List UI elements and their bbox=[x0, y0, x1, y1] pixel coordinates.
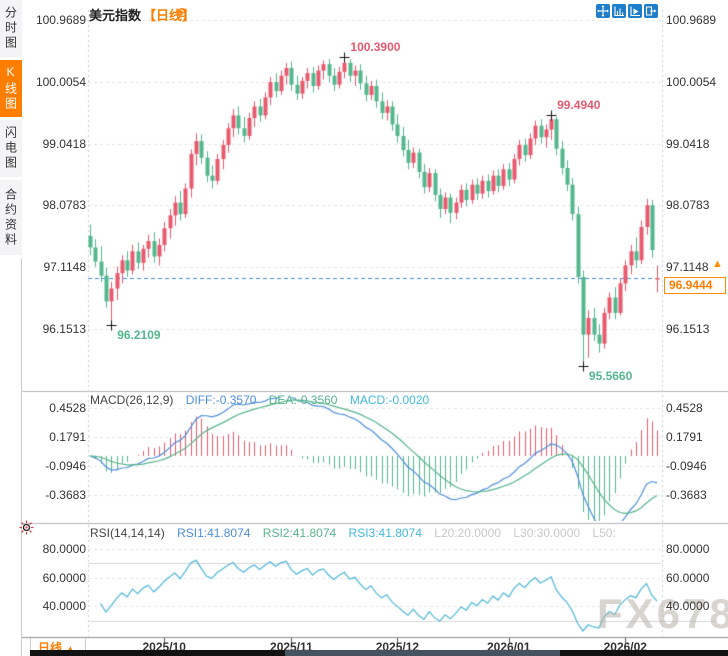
price-axis-label-left: 100.0054 bbox=[35, 75, 86, 89]
fit-y-axis-icon[interactable] bbox=[612, 4, 626, 18]
price-axis-label-right: 96.1513 bbox=[666, 322, 710, 336]
price-annotation-high: 100.3900 bbox=[350, 40, 401, 55]
price-axis-label-right: 99.0418 bbox=[666, 137, 710, 151]
watermark: FX678 bbox=[597, 590, 728, 637]
rsi-l20-label: L20:20.0000 bbox=[434, 526, 501, 540]
current-price-box: 96.9444 bbox=[664, 277, 726, 294]
sidebar: 分时图 K线图 闪电图 合约资料 bbox=[0, 0, 22, 656]
sidebar-item-flash-chart[interactable]: 闪电图 bbox=[0, 120, 22, 180]
pan-icon[interactable] bbox=[596, 4, 610, 18]
macd-axis-label-left: -0.0946 bbox=[45, 459, 86, 473]
rsi3-value: RSI3:41.8074 bbox=[348, 526, 422, 540]
rsi-header: RSI(14,14,14) RSI1:41.8074 RSI2:41.8074 … bbox=[90, 526, 625, 540]
macd-header: MACD(26,12,9) DIFF:-0.3570 DEA:-0.3560 M… bbox=[90, 393, 438, 407]
rsi-axis-label-right: 40.0000 bbox=[666, 599, 710, 613]
macd-axis-label-left: 0.1791 bbox=[49, 430, 86, 444]
rsi-l50-label: L50: bbox=[592, 526, 616, 540]
period-tag: 【日线】 bbox=[143, 8, 196, 23]
sidebar-item-candle-chart[interactable]: K线图 bbox=[0, 60, 22, 120]
sun-icon[interactable] bbox=[19, 520, 34, 540]
scrollbar[interactable] bbox=[30, 650, 728, 656]
price-axis-label-right: 100.0054 bbox=[666, 75, 717, 89]
price-annotation-low: 95.5660 bbox=[588, 369, 633, 384]
macd-value: MACD:-0.0020 bbox=[349, 393, 430, 407]
price-annotation-high: 99.4940 bbox=[557, 97, 601, 112]
macd-axis-label-right: 0.4528 bbox=[666, 401, 703, 415]
macd-dea-value: DEA:-0.3560 bbox=[268, 393, 338, 407]
macd-axis-label-right: 0.1791 bbox=[666, 430, 703, 444]
exit-chart-icon[interactable] bbox=[644, 4, 658, 18]
add-indicator-icon[interactable]: ⊕ bbox=[176, 4, 188, 20]
rsi-axis-label-right: 60.0000 bbox=[666, 571, 710, 585]
price-axis-label-right: 98.0783 bbox=[666, 198, 710, 212]
price-axis-label-left: 97.1148 bbox=[43, 260, 87, 274]
chart-title: 美元指数 【日线】 bbox=[89, 5, 195, 24]
macd-axis-label-right: -0.0946 bbox=[666, 459, 707, 473]
rsi-axis-label-left: 80.0000 bbox=[42, 542, 86, 556]
macd-name: MACD(26,12,9) bbox=[90, 393, 174, 407]
scale-y-axis-icon[interactable] bbox=[628, 4, 642, 18]
macd-axis-label-left: -0.3683 bbox=[45, 488, 86, 502]
sidebar-item-timeline-chart[interactable]: 分时图 bbox=[0, 0, 22, 60]
axis-separator-left bbox=[30, 638, 31, 652]
sidebar-item-contract-info[interactable]: 合约资料 bbox=[0, 180, 22, 258]
price-axis-label-left: 99.0418 bbox=[42, 137, 86, 151]
axis-separator-right bbox=[85, 638, 86, 652]
rsi2-value: RSI2:41.8074 bbox=[262, 526, 337, 540]
macd-axis-label-left: 0.4528 bbox=[49, 401, 86, 415]
symbol-name: 美元指数 bbox=[89, 8, 142, 23]
price-axis-label-right: 100.9689 bbox=[666, 13, 717, 27]
price-axis-label-left: 96.1513 bbox=[42, 322, 86, 336]
price-up-arrow-icon: ▲ bbox=[712, 258, 723, 270]
chart-toolbar bbox=[596, 4, 658, 18]
price-axis-label-left: 98.0783 bbox=[42, 198, 86, 212]
rsi-l30-label: L30:30.0000 bbox=[513, 526, 581, 540]
macd-diff-value: DIFF:-0.3570 bbox=[185, 393, 257, 407]
price-annotation-low: 96.2109 bbox=[117, 327, 161, 342]
rsi-axis-label-left: 60.0000 bbox=[42, 571, 86, 585]
macd-axis-label-right: -0.3683 bbox=[666, 488, 707, 502]
rsi1-value: RSI1:41.8074 bbox=[177, 526, 251, 540]
rsi-name: RSI(14,14,14) bbox=[90, 526, 165, 540]
scrollbar-thumb[interactable] bbox=[285, 650, 560, 656]
rsi-axis-label-left: 40.0000 bbox=[42, 599, 86, 613]
price-axis-label-left: 100.9689 bbox=[35, 13, 86, 27]
period-arrow-icon: ▲ bbox=[65, 644, 75, 655]
price-axis-label-right: 97.1148 bbox=[666, 260, 709, 274]
rsi-axis-label-right: 80.0000 bbox=[666, 542, 710, 556]
